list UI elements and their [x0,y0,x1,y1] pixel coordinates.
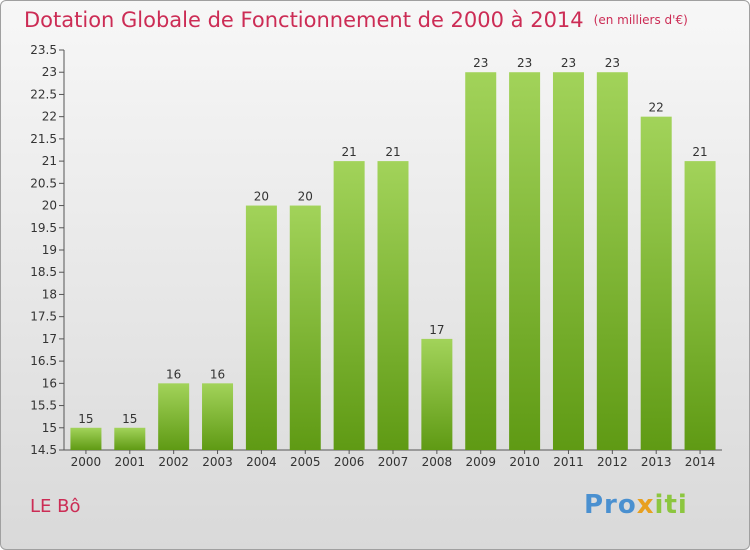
bar [377,161,409,450]
y-tick-label: 21 [42,154,57,168]
y-tick-label: 18.5 [30,265,57,279]
proxiti-logo: Proxiti [584,490,688,520]
logo-part: Pro [584,490,637,520]
commune-name: LE Bô [30,496,81,517]
x-tick-label: 2004 [246,455,277,469]
y-tick-label: 21.5 [30,132,57,146]
bar-value-label: 16 [166,367,181,381]
bar [509,72,541,450]
x-tick-label: 2014 [685,455,716,469]
y-tick-label: 16.5 [30,354,57,368]
bar [289,205,321,450]
y-tick-label: 17.5 [30,310,57,324]
y-tick-label: 17 [42,332,57,346]
bar-value-label: 16 [210,367,225,381]
bar [421,338,453,450]
x-tick-label: 2003 [202,455,233,469]
y-tick-label: 15.5 [30,399,57,413]
bar [596,72,628,450]
y-tick-label: 18 [42,287,57,301]
y-tick-label: 23 [42,65,57,79]
bar [333,161,365,450]
x-tick-label: 2010 [509,455,540,469]
bar-value-label: 17 [429,323,444,337]
logo-part: iti [654,490,688,520]
bar [114,427,146,450]
y-tick-label: 22.5 [30,87,57,101]
bar [640,116,672,451]
bar-value-label: 15 [78,412,93,426]
bar [202,383,234,450]
bar-value-label: 15 [122,412,137,426]
x-tick-label: 2012 [597,455,628,469]
y-tick-label: 20.5 [30,176,57,190]
bar-value-label: 20 [298,190,313,204]
chart-title: Dotation Globale de Fonctionnement de 20… [24,8,688,32]
bar-value-label: 20 [254,190,269,204]
bar-value-label: 23 [473,56,488,70]
bar-value-label: 23 [517,56,532,70]
y-tick-label: 20 [42,199,57,213]
x-tick-label: 2006 [334,455,365,469]
title-text: Dotation Globale de Fonctionnement de 20… [24,8,584,32]
logo-part: x [636,490,655,520]
bar-value-label: 23 [561,56,576,70]
y-tick-label: 19 [42,243,57,257]
y-tick-label: 15 [42,421,57,435]
x-tick-label: 2013 [641,455,672,469]
x-tick-label: 2002 [158,455,189,469]
bar [70,427,102,450]
chart-subtitle: (en milliers d'€) [593,13,688,27]
bar-value-label: 21 [692,145,707,159]
bar [684,161,716,450]
x-tick-label: 2007 [378,455,409,469]
x-tick-label: 2009 [465,455,496,469]
bar [245,205,277,450]
bar-value-label: 21 [341,145,356,159]
bar [465,72,497,450]
x-tick-label: 2001 [115,455,146,469]
x-tick-label: 2011 [553,455,584,469]
y-tick-label: 19.5 [30,221,57,235]
x-tick-label: 2005 [290,455,321,469]
y-tick-label: 23.5 [30,43,57,57]
bar-value-label: 23 [605,56,620,70]
x-tick-label: 2008 [422,455,453,469]
bar [158,383,190,450]
y-tick-label: 14.5 [30,443,57,457]
bar [552,72,584,450]
bar-value-label: 22 [649,101,664,115]
y-tick-label: 22 [42,110,57,124]
x-tick-label: 2000 [71,455,102,469]
bar-value-label: 21 [385,145,400,159]
y-tick-label: 16 [42,376,57,390]
